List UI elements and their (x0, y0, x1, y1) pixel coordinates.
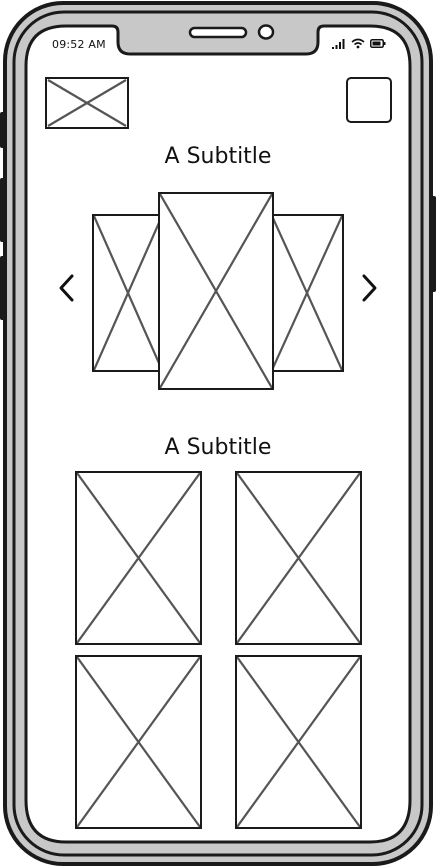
carousel-prev-button[interactable] (54, 272, 80, 304)
image-placeholder-icon (237, 657, 360, 827)
image-placeholder-icon (272, 216, 342, 370)
image-placeholder-icon (77, 657, 200, 827)
carousel-next-button[interactable] (356, 272, 382, 304)
menu-button[interactable] (346, 77, 392, 123)
front-camera (257, 24, 275, 40)
gallery-item[interactable] (235, 655, 362, 829)
image-placeholder-icon (47, 79, 127, 127)
image-placeholder-icon (237, 473, 360, 643)
logo-image-placeholder (45, 77, 129, 129)
carousel-slide-right[interactable] (270, 214, 344, 372)
carousel-slide-left[interactable] (92, 214, 164, 372)
gallery-item[interactable] (75, 471, 202, 645)
speaker-grille (188, 26, 248, 39)
chevron-right-icon (362, 274, 377, 302)
gallery-subtitle: A Subtitle (164, 435, 272, 460)
chevron-left-icon (59, 274, 74, 302)
image-placeholder-icon (160, 194, 272, 388)
gallery-item[interactable] (235, 471, 362, 645)
gallery-item[interactable] (75, 655, 202, 829)
image-placeholder-icon (94, 216, 162, 370)
image-placeholder-icon (77, 473, 200, 643)
signal-icon (332, 38, 345, 49)
battery-icon (370, 39, 386, 48)
carousel-slide-center[interactable] (158, 192, 274, 390)
status-icons (332, 38, 386, 49)
carousel-subtitle: A Subtitle (164, 144, 272, 169)
status-time: 09:52 AM (52, 38, 106, 51)
wifi-icon (351, 38, 365, 49)
